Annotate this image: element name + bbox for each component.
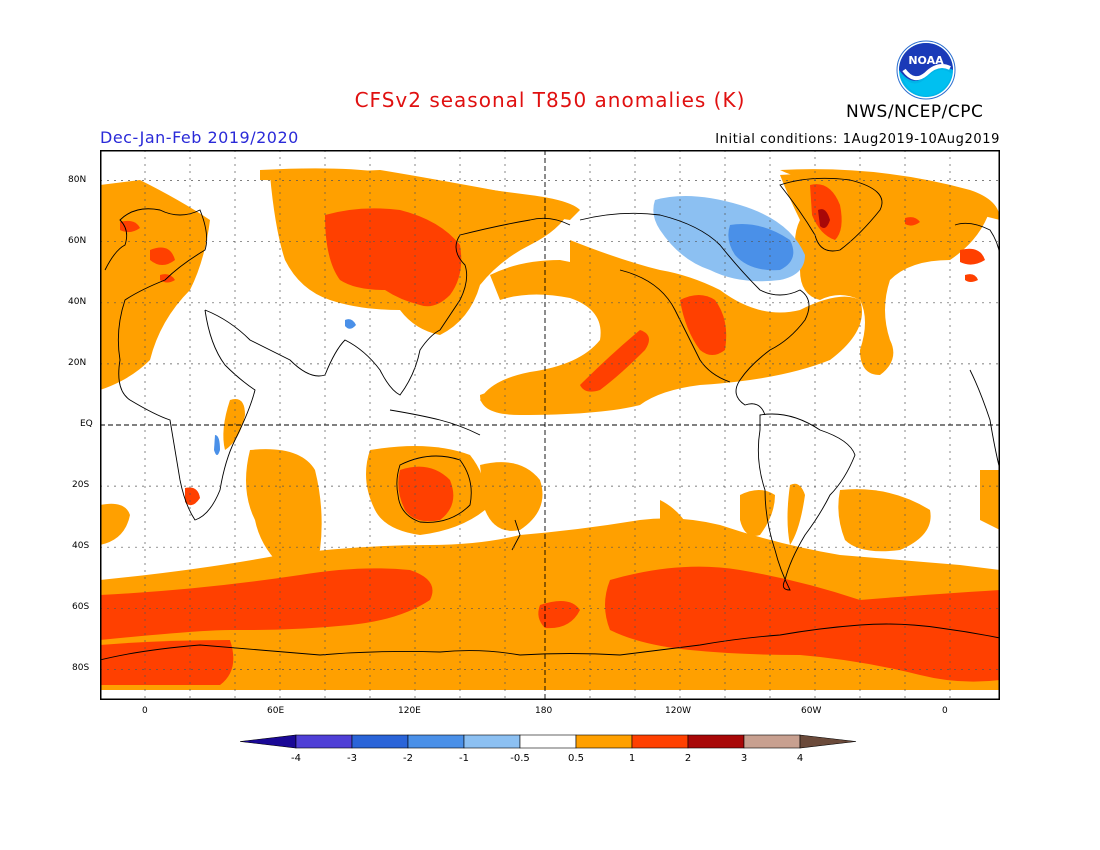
season-label: Dec-Jan-Feb 2019/2020 (100, 128, 299, 147)
lat-label: 20N (68, 358, 87, 368)
lat-label: 60S (72, 602, 90, 612)
colorbar-swatch (743, 734, 801, 749)
initial-conditions-label: Initial conditions: 1Aug2019-10Aug2019 (715, 132, 1000, 147)
colorbar-swatch (799, 734, 857, 749)
graticule (100, 150, 1000, 700)
colorbar: -4 -3 -2 -1 -0.5 0.5 1 2 3 4 (240, 734, 857, 764)
colorbar-swatch (687, 734, 745, 749)
lat-label: 80N (68, 175, 87, 185)
map-title: CFSv2 seasonal T850 anomalies (K) (354, 88, 746, 112)
coastlines (100, 177, 1000, 661)
colorbar-label: -1 (459, 753, 469, 764)
agency-label: NWS/NCEP/CPC (846, 102, 984, 122)
colorbar-swatches (240, 734, 857, 749)
colorbar-label: 2 (685, 753, 691, 764)
noaa-logo: NOAA (896, 40, 956, 100)
colorbar-label: 3 (741, 753, 747, 764)
colorbar-swatch (631, 734, 689, 749)
lon-label: 60W (801, 706, 822, 716)
anomaly-positive-1-2 (100, 184, 1000, 685)
colorbar-label: -0.5 (510, 753, 530, 764)
anomaly-negative (214, 196, 805, 455)
colorbar-label: -3 (347, 753, 357, 764)
colorbar-swatch (351, 734, 409, 749)
lat-label: 60N (68, 236, 87, 246)
colorbar-swatch (295, 734, 353, 749)
anomaly-fields (100, 150, 1000, 700)
colorbar-labels: -4 -3 -2 -1 -0.5 0.5 1 2 3 4 (291, 753, 803, 764)
lon-label: 120E (398, 706, 421, 716)
colorbar-label: 4 (797, 753, 803, 764)
lon-label: 0 (142, 706, 148, 716)
lat-label: EQ (80, 419, 93, 429)
reference-lines (100, 150, 1000, 700)
anomaly-positive-2-3 (818, 209, 830, 228)
colorbar-swatch (519, 734, 577, 749)
lat-label: 80S (72, 663, 90, 673)
map-frame (100, 150, 1000, 700)
lon-label: 180 (535, 706, 553, 716)
colorbar-label: -4 (291, 753, 301, 764)
lat-label: 40N (68, 297, 87, 307)
colorbar-swatch (575, 734, 633, 749)
colorbar-swatch (240, 734, 297, 749)
lon-label: 60E (267, 706, 285, 716)
colorbar-label: 0.5 (568, 753, 584, 764)
colorbar-swatch (463, 734, 521, 749)
anomaly-map (100, 150, 1000, 700)
lon-label: 120W (665, 706, 692, 716)
lon-label: 0 (942, 706, 948, 716)
logo-text: NOAA (908, 54, 944, 67)
colorbar-label: 1 (629, 753, 635, 764)
colorbar-swatch (407, 734, 465, 749)
colorbar-label: -2 (403, 753, 413, 764)
lat-label: 20S (72, 480, 90, 490)
lat-label: 40S (72, 541, 90, 551)
